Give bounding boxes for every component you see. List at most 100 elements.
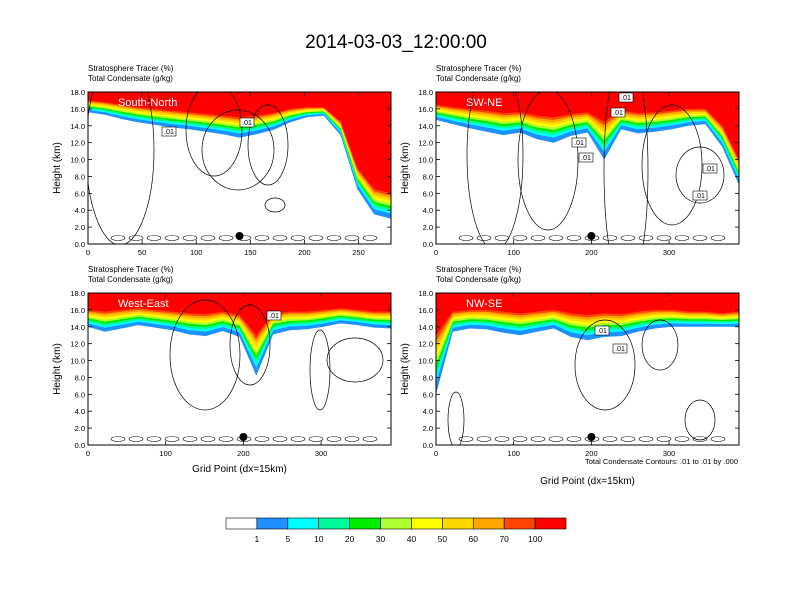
- condensate-contour: [229, 304, 271, 386]
- panel-south-north: Stratosphere Tracer (%)Total Condensate …: [52, 64, 392, 257]
- plot-frame: [435, 292, 740, 446]
- contour-label-box: [161, 126, 177, 137]
- condensate-contour: [641, 104, 703, 226]
- y-tick-label: 12.0: [70, 340, 85, 349]
- y-tick-label: 18.0: [418, 88, 433, 97]
- condensate-contour: [566, 436, 582, 442]
- colorbar-label: 20: [345, 534, 355, 544]
- y-tick-label: 4.0: [75, 407, 85, 416]
- condensate-contour: [512, 436, 528, 442]
- y-tick-label: 10.0: [70, 357, 85, 366]
- contour-label-box: [610, 107, 626, 118]
- tracer-field: .01 .01 .01 .01 .01 .01: [436, 92, 739, 244]
- contour-label: .01: [269, 313, 279, 320]
- plot-frame: [435, 91, 740, 245]
- location-marker: [239, 433, 248, 441]
- colorbar-label: 100: [528, 534, 542, 544]
- condensate-contour: [264, 197, 286, 213]
- subtitle-condensate: Total Condensate (g/kg): [436, 74, 521, 83]
- colorbar-swatch: [411, 517, 443, 530]
- condensate-contour: [675, 146, 725, 204]
- contour-label-box: [692, 190, 708, 201]
- condensate-contour: [530, 436, 546, 442]
- condensate-contour: [110, 235, 126, 241]
- y-tick-label: 12.0: [70, 139, 85, 148]
- colorbar-swatch: [503, 517, 536, 530]
- condensate-contour: [218, 436, 234, 442]
- y-tick-label: 14.0: [418, 323, 433, 332]
- y-tick-label: 2.0: [75, 424, 85, 433]
- condensate-contour: [362, 436, 378, 442]
- y-tick-label: 8.0: [75, 373, 85, 382]
- condensate-contour: [684, 399, 716, 441]
- subtitle-condensate: Total Condensate (g/kg): [88, 275, 173, 284]
- condensate-contour: [326, 337, 384, 383]
- condensate-contour: [494, 235, 510, 241]
- condensate-contour: [254, 235, 270, 241]
- y-tick-label: 0.0: [423, 240, 433, 249]
- condensate-contour: [128, 436, 144, 442]
- contour-label-box: [612, 343, 628, 354]
- y-axis-label: Height (km): [52, 142, 63, 194]
- x-tick-label: 0: [434, 449, 438, 458]
- tracer-level: [88, 92, 391, 214]
- panel-label: West-East: [118, 298, 169, 310]
- y-tick-label: 14.0: [418, 122, 433, 131]
- y-tick-label: 6.0: [423, 390, 433, 399]
- condensate-contour: [512, 235, 528, 241]
- condensate-contour: [326, 235, 342, 241]
- colorbar-label: 1: [255, 534, 260, 544]
- contour-label: .01: [695, 193, 705, 200]
- y-tick-label: 6.0: [75, 390, 85, 399]
- contour-label: .01: [613, 110, 623, 117]
- condensate-contour: [290, 235, 306, 241]
- colorbar-label: 5: [285, 534, 290, 544]
- condensate-contour: [602, 235, 618, 241]
- condensate-contour: [476, 436, 492, 442]
- tracer-core: [88, 293, 391, 336]
- y-tick-label: 4.0: [423, 407, 433, 416]
- x-tick-label: 300: [315, 449, 328, 458]
- subtitle-condensate: Total Condensate (g/kg): [88, 74, 173, 83]
- condensate-contour: [638, 436, 654, 442]
- y-axis-label: Height (km): [400, 142, 411, 194]
- condensate-contour: [146, 436, 162, 442]
- y-tick-label: 4.0: [423, 206, 433, 215]
- condensate-contour: [458, 235, 474, 241]
- condensate-contour: [128, 235, 144, 241]
- tracer-level: [88, 92, 391, 217]
- condensate-contour: [309, 329, 331, 411]
- colorbar: 1 5 10 20 30 40 50 60 70 100: [225, 517, 567, 544]
- condensate-contour: [620, 436, 636, 442]
- contour-label-box: [239, 117, 255, 128]
- y-tick-label: 18.0: [70, 289, 85, 298]
- condensate-contour: [272, 235, 288, 241]
- condensate-contour: [218, 235, 234, 241]
- y-tick-label: 16.0: [418, 306, 433, 315]
- y-tick-label: 8.0: [423, 172, 433, 181]
- y-tick-label: 2.0: [423, 424, 433, 433]
- condensate-contour: [458, 436, 474, 442]
- panels-layer: Stratosphere Tracer (%)Total Condensate …: [52, 64, 740, 487]
- y-tick-label: 8.0: [75, 172, 85, 181]
- condensate-contour: [254, 436, 270, 442]
- condensate-contour: [574, 319, 636, 411]
- location-marker: [235, 232, 244, 240]
- panel-nw-se: Stratosphere Tracer (%)Total Condensate …: [400, 265, 740, 487]
- contour-note: Total Condensate Contours: .01 to .01 by…: [585, 457, 738, 466]
- location-marker: [587, 232, 596, 240]
- condensate-contour: [344, 235, 360, 241]
- x-tick-label: 250: [352, 248, 365, 257]
- condensate-contour: [710, 235, 726, 241]
- x-tick-label: 300: [663, 449, 676, 458]
- contour-label-box: [594, 325, 610, 336]
- condensate-contour: [110, 436, 126, 442]
- tracer-field: .01: [88, 293, 391, 442]
- condensate-contour: [602, 436, 618, 442]
- condensate-contour: [247, 104, 289, 186]
- colorbar-swatch: [256, 517, 289, 530]
- colorbar-swatch: [349, 517, 381, 530]
- colorbar-label: 50: [438, 534, 448, 544]
- x-tick-label: 0: [434, 248, 438, 257]
- condensate-contour: [692, 436, 708, 442]
